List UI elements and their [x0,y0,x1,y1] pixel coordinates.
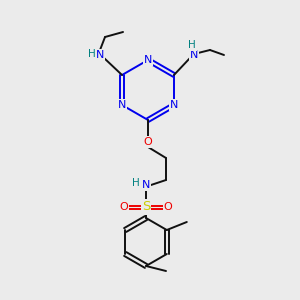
Text: N: N [118,100,126,110]
Text: N: N [190,50,198,60]
Text: N: N [142,180,150,190]
Text: O: O [144,137,152,147]
Text: N: N [144,55,152,65]
Text: H: H [188,40,196,50]
Text: N: N [96,50,104,60]
Text: N: N [170,100,178,110]
Text: O: O [120,202,128,212]
Text: H: H [132,178,140,188]
Text: H: H [88,49,96,59]
Text: O: O [164,202,172,212]
Text: S: S [142,200,150,214]
